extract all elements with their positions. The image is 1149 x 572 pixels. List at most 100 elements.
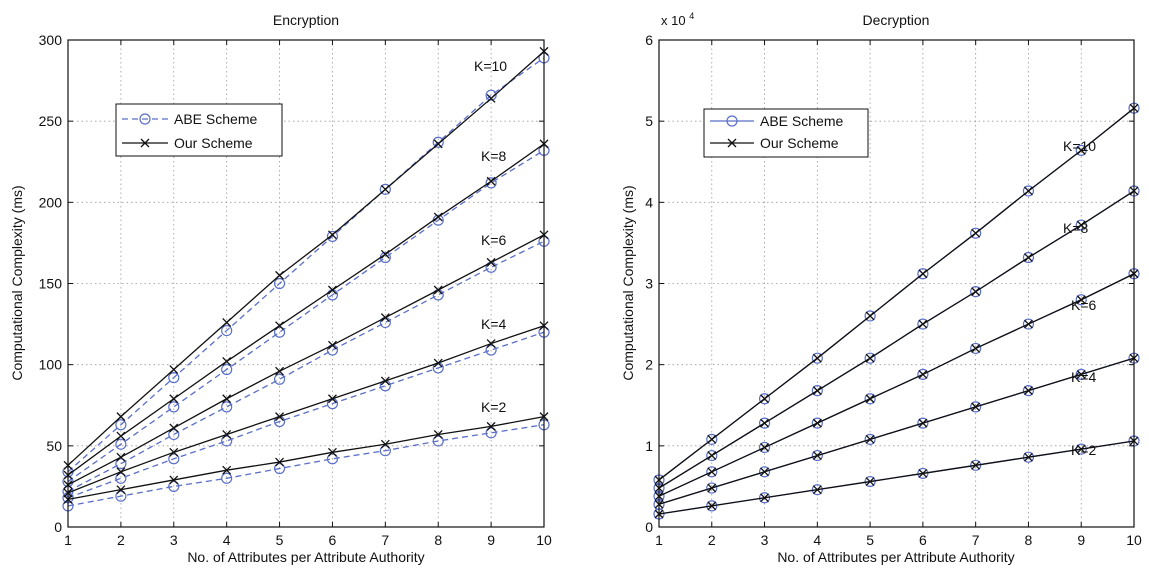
- encryption-y-tick-label: 50: [46, 438, 62, 454]
- encryption-our-point: [380, 439, 390, 449]
- encryption-our-series-k2: [63, 412, 549, 504]
- decryption-our-series-k4: [654, 353, 1139, 509]
- decryption-y-tick-label: 3: [645, 276, 653, 292]
- encryption-abe-point: [168, 372, 180, 384]
- decryption-x-tick-label: 7: [972, 532, 980, 548]
- encryption-x-tick-label: 4: [223, 532, 231, 548]
- decryption-curve-label: K=4: [1071, 369, 1097, 385]
- encryption-abe-point: [379, 445, 391, 457]
- decryption-curve-label: K=2: [1071, 442, 1097, 458]
- encryption-our-point: [433, 212, 443, 222]
- decryption-our-point: [865, 394, 875, 404]
- encryption-legend-box: [115, 103, 283, 157]
- decryption-curve-labels: K=10 K=8 K=6 K=4 K=2: [1063, 138, 1097, 458]
- decryption-our-point: [760, 394, 770, 404]
- encryption-our-line: [67, 50, 545, 466]
- encryption-abe-point: [221, 435, 233, 447]
- encryption-x-tick-label: 9: [487, 532, 495, 548]
- encryption-x-tick-label: 5: [276, 532, 284, 548]
- encryption-abe-line: [67, 149, 545, 483]
- decryption-abe-point: [811, 449, 823, 462]
- decryption-our-point: [865, 353, 875, 363]
- decryption-abe-point: [758, 393, 771, 405]
- decryption-our-point: [812, 386, 822, 396]
- decryption-legend-box: [703, 108, 869, 158]
- decryption-our-series-k8: [654, 186, 1139, 493]
- encryption-legend-ours-marker: [140, 138, 150, 148]
- decryption-our-point: [812, 451, 822, 461]
- decryption-y-tick-label: 0: [645, 519, 653, 535]
- decryption-abe-point: [917, 268, 929, 280]
- encryption-our-point: [380, 313, 390, 323]
- decryption-our-point: [707, 467, 717, 477]
- decryption-x-tick-label: 5: [866, 532, 874, 548]
- decryption-abe-point: [706, 500, 718, 512]
- decryption-abe-point: [1022, 251, 1035, 264]
- encryption-our-point: [222, 356, 232, 366]
- encryption-our-point: [486, 93, 496, 103]
- encryption-our-point: [169, 475, 179, 485]
- decryption-y-tick-label: 6: [645, 32, 653, 48]
- decryption-curve-label: K=6: [1071, 297, 1097, 313]
- decryption-abe-point: [706, 466, 718, 478]
- encryption-our-line: [67, 143, 545, 476]
- encryption-y-tick-label: 100: [39, 357, 63, 373]
- decryption-our-point: [971, 287, 981, 297]
- decryption-abe-point: [1022, 451, 1035, 463]
- encryption-abe-point: [273, 326, 286, 338]
- encryption-x-tick-label: 6: [329, 532, 337, 548]
- decryption-our-point: [1076, 369, 1086, 379]
- encryption-legend: ABE Scheme Our Scheme: [115, 103, 283, 157]
- encryption-abe-point: [273, 277, 286, 290]
- decryption-abe-point: [917, 318, 929, 330]
- encryption-our-series-k6: [63, 230, 549, 490]
- encryption-our-point: [327, 447, 337, 457]
- encryption-x-tick-label: 3: [170, 532, 178, 548]
- decryption-abe-point: [1022, 318, 1035, 330]
- encryption-x-tick-label: 7: [381, 532, 389, 548]
- encryption-our-point: [116, 431, 126, 441]
- decryption-abe-point: [758, 417, 771, 429]
- decryption-title: Decryption: [863, 12, 930, 28]
- decryption-exponent-power: 4: [689, 11, 694, 21]
- decryption-our-series-k2: [654, 436, 1139, 519]
- encryption-abe-point: [115, 458, 127, 470]
- decryption-our-point: [707, 434, 717, 444]
- encryption-our-point: [169, 423, 179, 433]
- decryption-our-point: [918, 319, 928, 329]
- decryption-our-point: [812, 485, 822, 495]
- encryption-abe-point: [221, 472, 233, 484]
- decryption-abe-point: [864, 310, 876, 322]
- encryption-abe-point: [168, 480, 180, 493]
- encryption-abe-point: [115, 472, 127, 484]
- encryption-our-point: [116, 412, 126, 422]
- encryption-title: Encryption: [273, 12, 339, 28]
- decryption-abe-point: [811, 352, 823, 364]
- encryption-our-point: [222, 430, 232, 439]
- encryption-our-point: [327, 340, 337, 350]
- encryption-chart: Encryption 1 2 3 4 5 6 7 8 9 10050100150200250300…: [9, 12, 552, 565]
- decryption-our-point: [971, 402, 981, 412]
- decryption-x-tick-label: 6: [919, 532, 927, 548]
- decryption-abe-point: [970, 401, 982, 413]
- decryption-abe-point: [970, 286, 982, 298]
- encryption-x-tick-label: 1: [64, 532, 72, 548]
- decryption-our-point: [865, 434, 875, 444]
- encryption-abe-point: [168, 428, 180, 441]
- encryption-abe-point: [432, 435, 444, 447]
- encryption-x-tick-label: 10: [536, 532, 552, 548]
- decryption-abe-point: [1075, 144, 1087, 156]
- decryption-our-point: [707, 451, 717, 461]
- encryption-x-tick-label: 2: [117, 532, 125, 548]
- decryption-legend-ours-label: Our Scheme: [760, 135, 839, 151]
- encryption-legend-abe-label: ABE Scheme: [174, 111, 257, 127]
- encryption-our-point: [486, 339, 496, 349]
- encryption-our-series-k8: [63, 139, 549, 480]
- encryption-abe-point: [326, 230, 339, 243]
- decryption-our-point: [1023, 186, 1033, 196]
- decryption-our-line: [658, 107, 1135, 481]
- encryption-abe-series-k4: [62, 326, 550, 504]
- decryption-abe-point: [970, 459, 982, 471]
